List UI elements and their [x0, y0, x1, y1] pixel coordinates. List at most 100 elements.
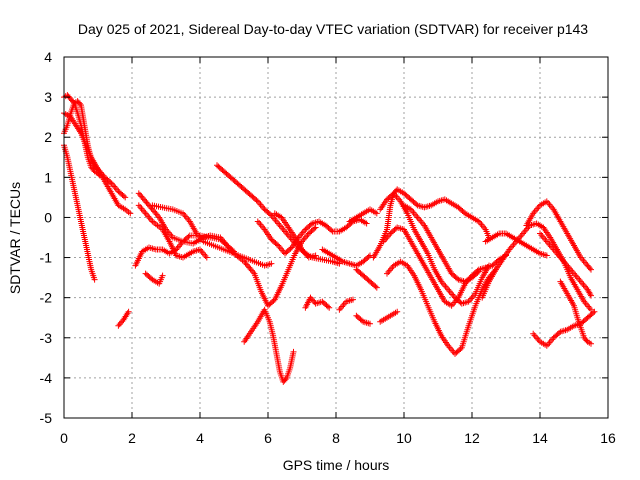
data-point-marker: [312, 252, 319, 259]
series-arc-23: [377, 190, 492, 307]
data-point-marker: [363, 220, 370, 227]
x-tick-label: 16: [600, 430, 616, 446]
series-arc-22: [377, 308, 401, 325]
series-arc-19: [353, 266, 380, 291]
series-arc-12: [241, 306, 297, 385]
chart-title: Day 025 of 2021, Sidereal Day-to-day VTE…: [78, 21, 588, 37]
data-point-marker: [122, 194, 129, 201]
data-point-marker: [76, 100, 83, 107]
series-arc-8: [132, 224, 319, 309]
data-point-marker: [107, 179, 114, 186]
series-arc-13: [254, 216, 370, 257]
data-point-marker: [273, 241, 280, 248]
data-point-marker: [588, 292, 594, 299]
data-point-marker: [590, 309, 597, 316]
data-point-marker: [282, 376, 289, 383]
data-point-marker: [543, 252, 550, 259]
data-point-marker: [373, 210, 380, 217]
data-point-marker: [324, 303, 331, 310]
series-arc-20: [353, 312, 373, 327]
y-tick-label: 3: [44, 89, 52, 105]
y-tick-label: 1: [44, 169, 52, 185]
series-arc-15: [302, 294, 333, 311]
data-point-marker: [373, 284, 380, 291]
data-point-marker: [267, 211, 274, 218]
data-point-marker: [586, 265, 593, 272]
data-point-marker: [358, 317, 365, 324]
data-point-marker: [350, 296, 356, 303]
y-axis-label: SDTVAR / TECUs: [7, 182, 23, 294]
grid-lines: [64, 57, 608, 418]
data-point-marker: [457, 346, 464, 353]
data-point-marker: [253, 197, 260, 204]
data-point-marker: [311, 225, 318, 232]
series-arc-17: [336, 296, 356, 313]
data-point-marker: [588, 306, 594, 313]
series-arc-30: [530, 308, 598, 349]
series-arc-25: [384, 258, 499, 357]
series-arc-26: [401, 202, 482, 285]
data-point-marker: [460, 209, 467, 216]
x-tick-label: 12: [464, 430, 480, 446]
x-tick-label: 14: [532, 430, 548, 446]
data-point-marker: [394, 308, 401, 315]
y-tick-label: 2: [44, 129, 52, 145]
x-axis-label: GPS time / hours: [283, 457, 390, 473]
y-tick-label: -5: [40, 410, 53, 426]
x-tick-label: 0: [60, 430, 68, 446]
series-arc-31: [557, 278, 594, 347]
data-point-marker: [185, 233, 192, 240]
data-point-marker: [312, 224, 319, 231]
data-point-marker: [125, 308, 132, 315]
data-point-marker: [268, 260, 275, 267]
data-point-marker: [148, 275, 155, 282]
series-arc-9: [149, 202, 275, 269]
data-point-marker: [203, 254, 210, 261]
data-point-marker: [328, 227, 335, 234]
series-arc-5: [115, 308, 132, 329]
y-tick-label: 4: [44, 49, 52, 65]
x-tick-label: 4: [196, 430, 204, 446]
data-point-marker: [588, 266, 594, 273]
y-axis-ticks: -5 -4 -3 -2 -1 0 1 2 3 4: [40, 49, 608, 426]
data-point-marker: [222, 241, 229, 248]
data-point-marker: [454, 275, 461, 282]
series-arc-32: [537, 230, 594, 299]
data-point-marker: [91, 276, 98, 283]
data-point-marker: [372, 283, 379, 290]
data-point-marker: [588, 340, 594, 347]
data-point-marker: [307, 221, 314, 228]
data-point-marker: [556, 329, 563, 336]
data-point-marker: [591, 308, 598, 315]
y-tick-label: -2: [40, 290, 53, 306]
x-tick-label: 8: [332, 430, 340, 446]
series-arc-4: [61, 142, 98, 283]
series-arc-3: [61, 110, 134, 217]
y-tick-label: 0: [44, 209, 52, 225]
series-arc-16: [319, 246, 373, 269]
series-arc-10: [142, 270, 166, 287]
data-point-marker: [475, 268, 482, 275]
series-arc-18: [346, 206, 380, 225]
series-arc-29: [523, 198, 594, 273]
data-point-marker: [365, 253, 372, 260]
x-axis-ticks: 0 2 4 6 8 10 12 14 16: [60, 57, 616, 446]
data-point-marker: [326, 304, 333, 311]
series-arc-14: [271, 210, 319, 261]
y-tick-label: -4: [40, 370, 53, 386]
y-tick-label: -1: [40, 250, 53, 266]
series-arc-28: [482, 230, 550, 259]
data-point-marker: [159, 272, 166, 279]
data-point-marker: [413, 201, 420, 208]
data-point-marker: [474, 269, 481, 276]
data-point-marker: [367, 320, 373, 327]
data-point-marker: [290, 348, 297, 355]
data-points: [61, 92, 598, 385]
series-arc-7: [135, 202, 210, 261]
data-point-marker: [127, 210, 134, 217]
x-tick-label: 2: [128, 430, 136, 446]
data-point-marker: [120, 193, 127, 200]
x-tick-label: 6: [264, 430, 272, 446]
y-tick-label: -3: [40, 330, 53, 346]
